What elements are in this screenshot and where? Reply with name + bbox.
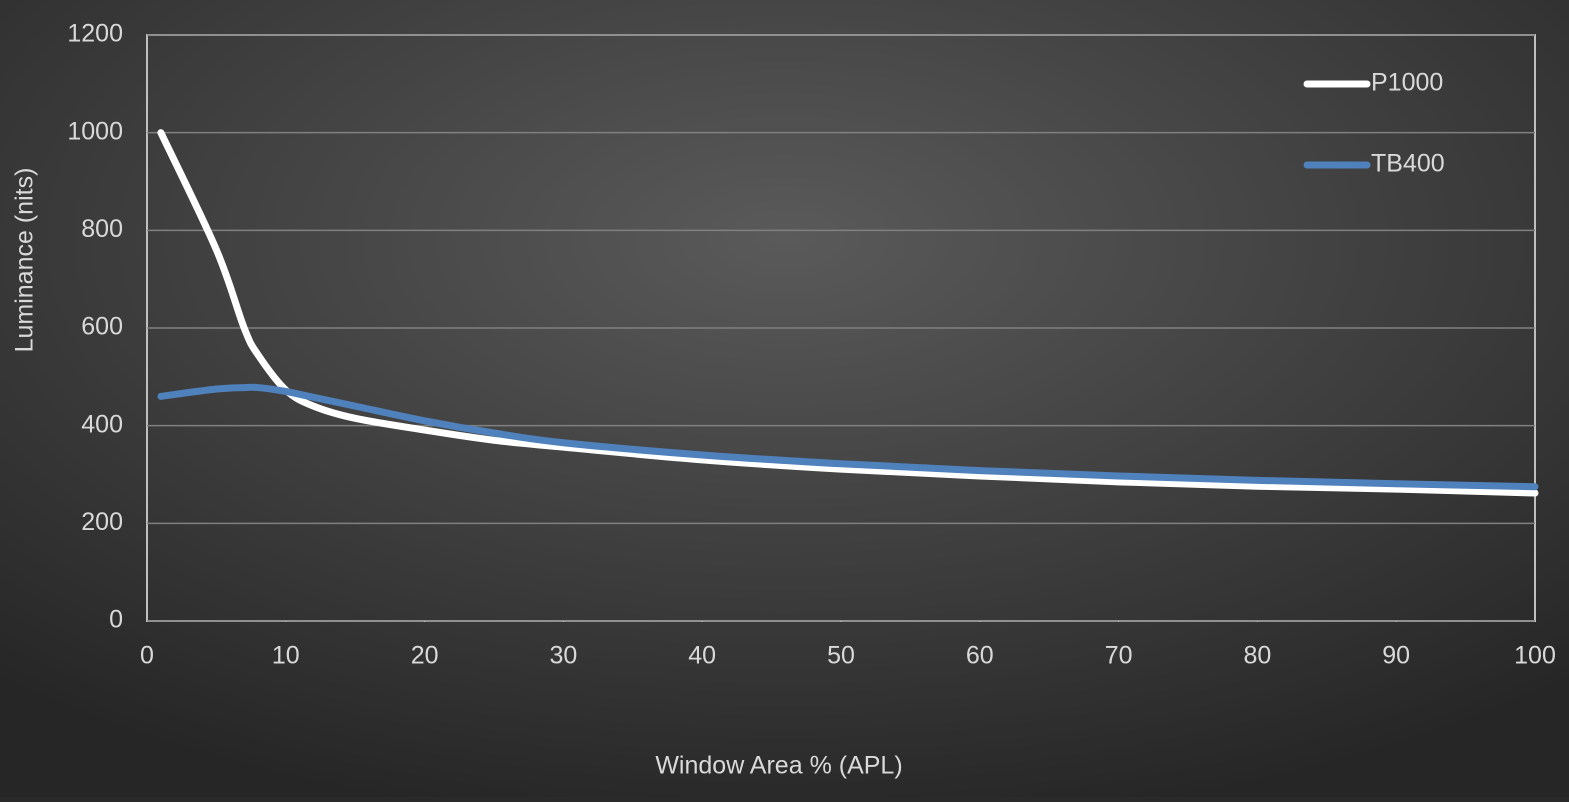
series-line: [157, 383, 1539, 491]
series-line: [157, 129, 1539, 497]
y-axis-label: Luminance (nits): [11, 168, 39, 353]
x-tick-label: 70: [1105, 642, 1133, 670]
x-tick-label: 50: [827, 642, 855, 670]
x-tick-label: 20: [411, 642, 439, 670]
x-tick-label: 100: [1514, 642, 1556, 670]
x-tick-label: 40: [688, 642, 716, 670]
y-tick-label: 600: [81, 313, 123, 341]
x-tick-label: 0: [140, 642, 154, 670]
x-tick-label: 30: [549, 642, 577, 670]
legend-label: P1000: [1371, 69, 1443, 97]
y-tick-label: 1000: [67, 117, 123, 145]
y-tick-label: 400: [81, 410, 123, 438]
x-tick-label: 80: [1243, 642, 1271, 670]
x-axis-label: Window Area % (APL): [655, 752, 902, 780]
y-tick-label: 1200: [67, 20, 123, 48]
legend-label: TB400: [1371, 150, 1445, 178]
x-tick-label: 60: [966, 642, 994, 670]
y-tick-label: 200: [81, 508, 123, 536]
x-tick-label: 10: [272, 642, 300, 670]
y-tick-label: 0: [109, 606, 123, 634]
x-tick-label: 90: [1382, 642, 1410, 670]
y-tick-label: 800: [81, 215, 123, 243]
